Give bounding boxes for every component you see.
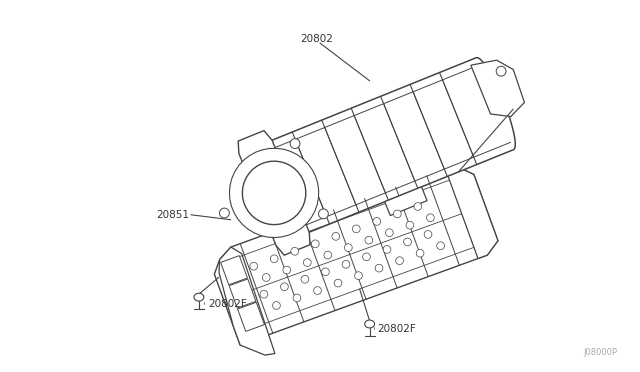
Polygon shape [253, 58, 515, 239]
Polygon shape [214, 166, 498, 345]
Polygon shape [324, 251, 332, 259]
Polygon shape [219, 247, 275, 355]
Polygon shape [496, 66, 506, 76]
Polygon shape [262, 273, 270, 281]
Polygon shape [365, 236, 372, 244]
Polygon shape [220, 208, 229, 218]
Text: 20802F: 20802F [378, 324, 416, 334]
Text: 20802F: 20802F [208, 299, 246, 309]
Polygon shape [342, 260, 350, 268]
Polygon shape [301, 275, 308, 283]
Polygon shape [303, 259, 311, 266]
Text: 20851: 20851 [156, 210, 189, 220]
Polygon shape [416, 249, 424, 257]
Polygon shape [344, 244, 352, 251]
Polygon shape [394, 210, 401, 218]
Polygon shape [424, 231, 432, 238]
Polygon shape [314, 286, 321, 294]
Polygon shape [291, 247, 299, 255]
Polygon shape [273, 302, 280, 310]
Polygon shape [260, 290, 268, 298]
Polygon shape [396, 257, 403, 264]
Polygon shape [270, 255, 278, 263]
Polygon shape [365, 320, 374, 328]
Polygon shape [332, 232, 340, 240]
Polygon shape [280, 283, 288, 291]
Polygon shape [383, 246, 391, 253]
Polygon shape [404, 238, 412, 246]
Polygon shape [221, 256, 248, 285]
Polygon shape [362, 253, 371, 261]
Polygon shape [355, 272, 362, 279]
Polygon shape [334, 279, 342, 287]
Polygon shape [250, 262, 257, 270]
Polygon shape [426, 214, 435, 222]
Polygon shape [414, 202, 422, 210]
Polygon shape [319, 209, 328, 219]
Polygon shape [436, 242, 444, 250]
Polygon shape [385, 229, 393, 237]
Polygon shape [385, 187, 427, 215]
Polygon shape [373, 218, 381, 225]
Polygon shape [471, 60, 524, 116]
Polygon shape [406, 221, 414, 229]
Polygon shape [293, 294, 301, 302]
Text: 20802: 20802 [300, 34, 333, 44]
Polygon shape [290, 139, 300, 148]
Polygon shape [238, 131, 310, 255]
Polygon shape [237, 302, 264, 331]
Polygon shape [243, 161, 306, 225]
Polygon shape [311, 240, 319, 248]
Polygon shape [375, 264, 383, 272]
Polygon shape [283, 266, 291, 274]
Polygon shape [321, 268, 330, 276]
Polygon shape [194, 293, 204, 301]
Polygon shape [353, 225, 360, 233]
Text: J08000P: J08000P [584, 348, 618, 357]
Polygon shape [445, 166, 498, 259]
Polygon shape [229, 279, 256, 308]
Polygon shape [229, 148, 319, 238]
